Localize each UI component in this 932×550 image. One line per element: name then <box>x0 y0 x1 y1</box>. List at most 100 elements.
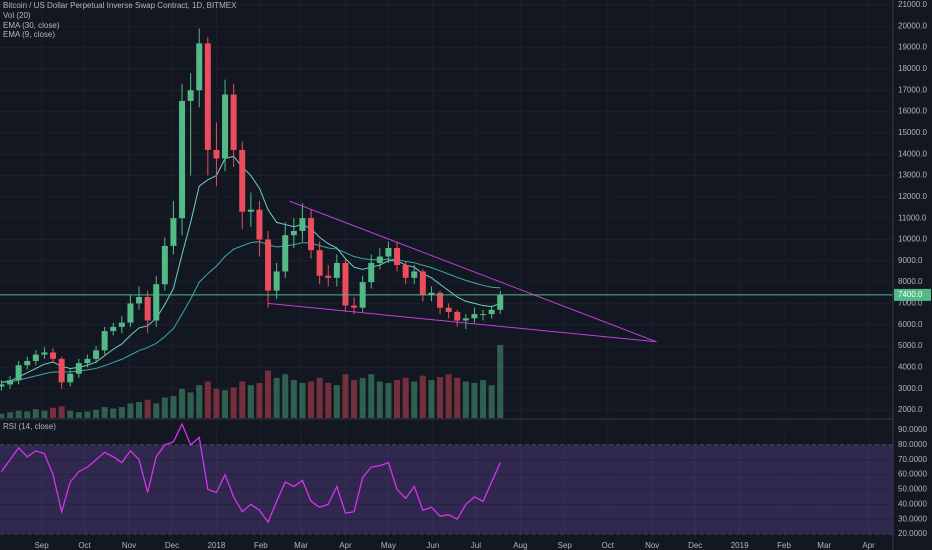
candle-body <box>247 209 254 212</box>
y-tick-label: 15000.0 <box>898 128 927 137</box>
volume-bar <box>282 374 289 418</box>
plot <box>0 28 893 524</box>
y-tick-label: 7000.0 <box>898 299 923 308</box>
y-tick-label: 5000.0 <box>898 341 923 350</box>
y-tick-label: 2000.0 <box>898 405 923 414</box>
volume-bar <box>247 385 254 418</box>
volume-bar <box>480 380 487 418</box>
volume-bar <box>342 374 349 418</box>
candle-body <box>454 311 461 321</box>
volume-bar <box>462 381 469 418</box>
volume-bar <box>308 381 315 418</box>
x-tick-label: May <box>381 541 396 550</box>
candle-body <box>93 350 100 359</box>
ema-line <box>1 241 501 383</box>
candle-body <box>204 43 211 150</box>
volume-bar <box>101 407 108 418</box>
rsi-line <box>0 422 501 524</box>
candle-body <box>101 331 108 351</box>
volume-bar <box>67 410 74 418</box>
candle-body <box>67 373 74 383</box>
x-tick-label: Feb <box>254 541 268 550</box>
candle-body <box>110 326 117 332</box>
candle-body <box>15 365 22 381</box>
x-tick-label: 2019 <box>731 541 749 550</box>
candle-body <box>144 297 151 321</box>
volume-bar <box>385 382 392 418</box>
volume-bar <box>153 403 160 418</box>
candle-body <box>428 292 435 295</box>
volume-bar <box>454 377 461 418</box>
y-tick-label: 6000.0 <box>898 320 923 329</box>
candle-body <box>179 100 186 219</box>
candle-body <box>325 275 332 278</box>
volume-bar <box>351 380 358 418</box>
volume-bar <box>110 408 117 418</box>
volume-bar <box>15 410 22 418</box>
candle-body <box>368 262 375 283</box>
volume-bar <box>333 385 340 418</box>
candle-body <box>497 294 504 310</box>
y-tick-label: 14000.0 <box>898 149 927 158</box>
volume-bar <box>179 388 186 418</box>
price-label: 7400.0 <box>898 290 923 299</box>
volume-bar <box>136 401 143 418</box>
volume-bar <box>411 381 418 418</box>
rsi-tick-label: 40.0000 <box>898 499 927 508</box>
ema-line <box>1 155 501 383</box>
x-tick-label: Oct <box>602 541 615 550</box>
rsi-tick-label: 50.0000 <box>898 485 927 494</box>
candle-body <box>50 352 57 359</box>
candle-body <box>161 245 168 285</box>
volume-bar <box>239 381 246 418</box>
volume-bar <box>265 370 272 418</box>
volume-bar <box>24 411 31 418</box>
volume-bar <box>222 390 229 418</box>
volume-bar <box>445 374 452 418</box>
rsi-tick-label: 20.0000 <box>898 529 927 538</box>
candle-body <box>299 218 306 231</box>
rsi-tick-label: 70.0000 <box>898 455 927 464</box>
y-tick-label: 18000.0 <box>898 64 927 73</box>
candle-body <box>41 352 48 355</box>
volume-bar <box>187 392 194 418</box>
candle-body <box>342 262 349 306</box>
volume-bar <box>196 385 203 418</box>
candle-body <box>351 305 358 308</box>
volume-bar <box>419 375 426 418</box>
candle-body <box>32 354 39 361</box>
candle-body <box>411 271 418 278</box>
volume-bar <box>75 412 82 418</box>
candle-body <box>75 363 82 374</box>
candle-body <box>222 94 229 159</box>
candle-body <box>445 307 452 312</box>
volume-bar <box>376 381 383 418</box>
candle-body <box>385 248 392 257</box>
y-tick-label: 20000.0 <box>898 21 927 30</box>
volume-bar <box>488 385 495 418</box>
candle-body <box>118 322 125 327</box>
volume-bar <box>256 382 263 418</box>
candle-body <box>290 230 297 236</box>
rsi-tick-label: 30.0000 <box>898 514 927 523</box>
volume-bar <box>170 396 177 418</box>
x-tick-label: Apr <box>862 541 875 550</box>
candle-body <box>376 256 383 263</box>
y-tick-label: 3000.0 <box>898 384 923 393</box>
candle-body <box>58 358 65 383</box>
volume-bar <box>402 377 409 418</box>
volume-bar <box>84 411 91 418</box>
volume-bar <box>32 409 39 418</box>
x-tick-label: Mar <box>294 541 308 550</box>
candle-body <box>437 292 444 308</box>
candle-body <box>265 239 272 291</box>
y-tick-label: 13000.0 <box>898 171 927 180</box>
volume-bar <box>230 387 237 418</box>
x-tick-label: Dec <box>165 541 179 550</box>
candle-body <box>7 380 14 385</box>
volume-bar <box>7 412 14 418</box>
volume-bar <box>359 377 366 418</box>
volume-bar <box>50 407 57 418</box>
